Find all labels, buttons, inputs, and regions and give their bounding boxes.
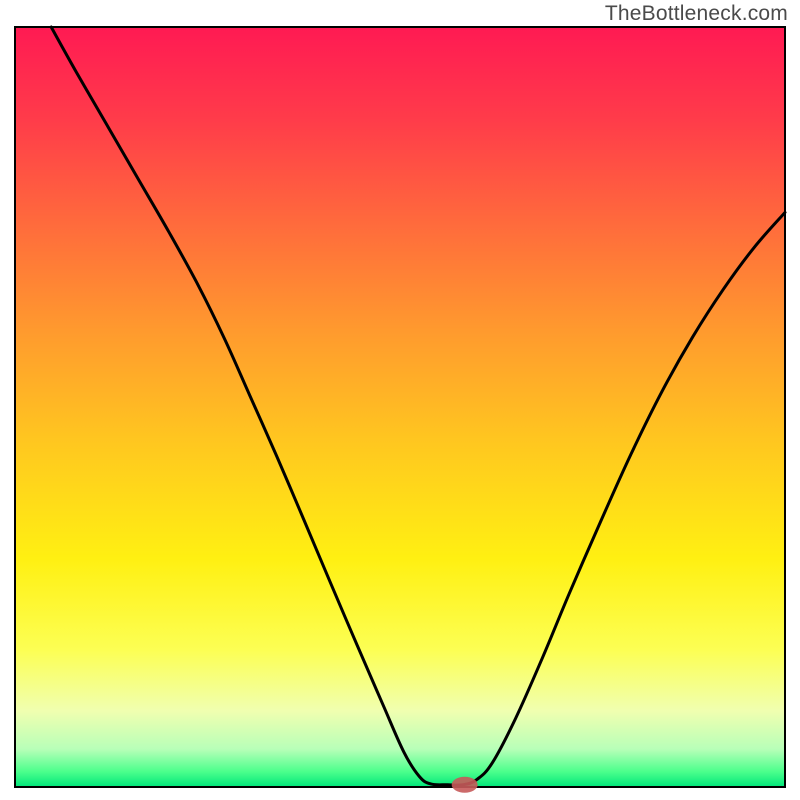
watermark-label: TheBottleneck.com [605,2,788,26]
bottleneck-chart [0,0,800,800]
optimal-marker [452,777,478,793]
chart-stage: TheBottleneck.com [0,0,800,800]
plot-background [15,27,785,787]
